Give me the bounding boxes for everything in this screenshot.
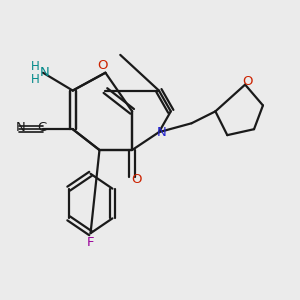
- Text: O: O: [242, 75, 253, 88]
- Text: O: O: [131, 173, 142, 186]
- Text: N: N: [40, 66, 50, 79]
- Text: N: N: [157, 126, 167, 139]
- Text: F: F: [87, 236, 94, 249]
- Text: O: O: [97, 59, 108, 72]
- Text: N: N: [16, 121, 26, 134]
- Text: C: C: [37, 121, 46, 134]
- Text: H: H: [31, 73, 40, 86]
- Text: H: H: [31, 60, 40, 73]
